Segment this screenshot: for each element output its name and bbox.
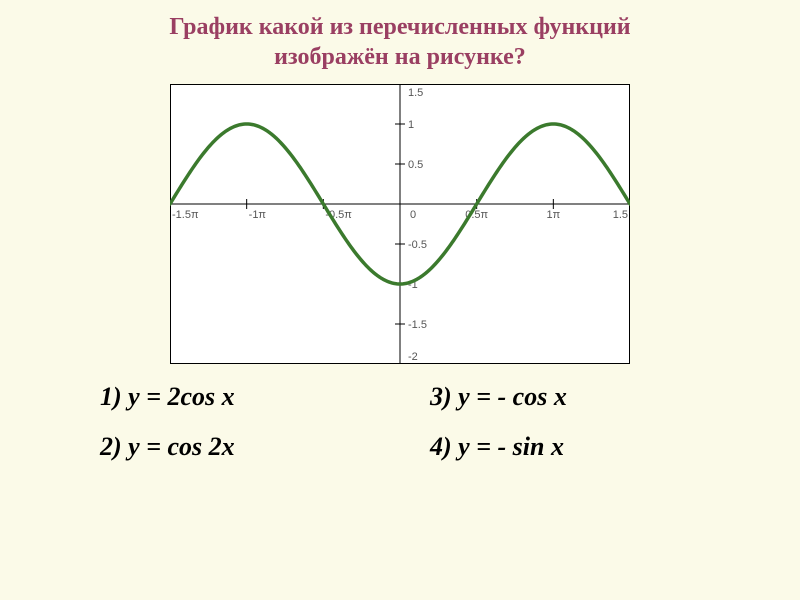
answer-option-4: 4) y = - sin x (430, 432, 720, 462)
title-line-2: изображён на рисунке? (169, 42, 630, 72)
answer-option-2: 2) y = cos 2x (100, 432, 390, 462)
question-title: График какой из перечисленных функций из… (169, 12, 630, 72)
svg-text:1π: 1π (546, 209, 560, 221)
title-line-1: График какой из перечисленных функций (169, 12, 630, 42)
function-chart: -1.5π-1π-0.5π00.5π1π1.5-2-1.5-1-0.50.511… (170, 84, 630, 364)
answer-options: 1) y = 2cos x 3) y = - cos x 2) y = cos … (0, 382, 800, 462)
svg-text:-0.5: -0.5 (408, 239, 427, 251)
svg-text:0: 0 (410, 209, 416, 221)
svg-text:1.5: 1.5 (613, 209, 628, 221)
svg-text:-2: -2 (408, 351, 418, 363)
svg-text:-1.5π: -1.5π (172, 209, 199, 221)
svg-text:-1.5: -1.5 (408, 319, 427, 331)
svg-text:1: 1 (408, 119, 414, 131)
svg-text:1.5: 1.5 (408, 87, 423, 99)
svg-text:-1π: -1π (249, 209, 267, 221)
svg-text:0.5: 0.5 (408, 159, 423, 171)
answer-option-3: 3) y = - cos x (430, 382, 720, 412)
answer-option-1: 1) y = 2cos x (100, 382, 390, 412)
